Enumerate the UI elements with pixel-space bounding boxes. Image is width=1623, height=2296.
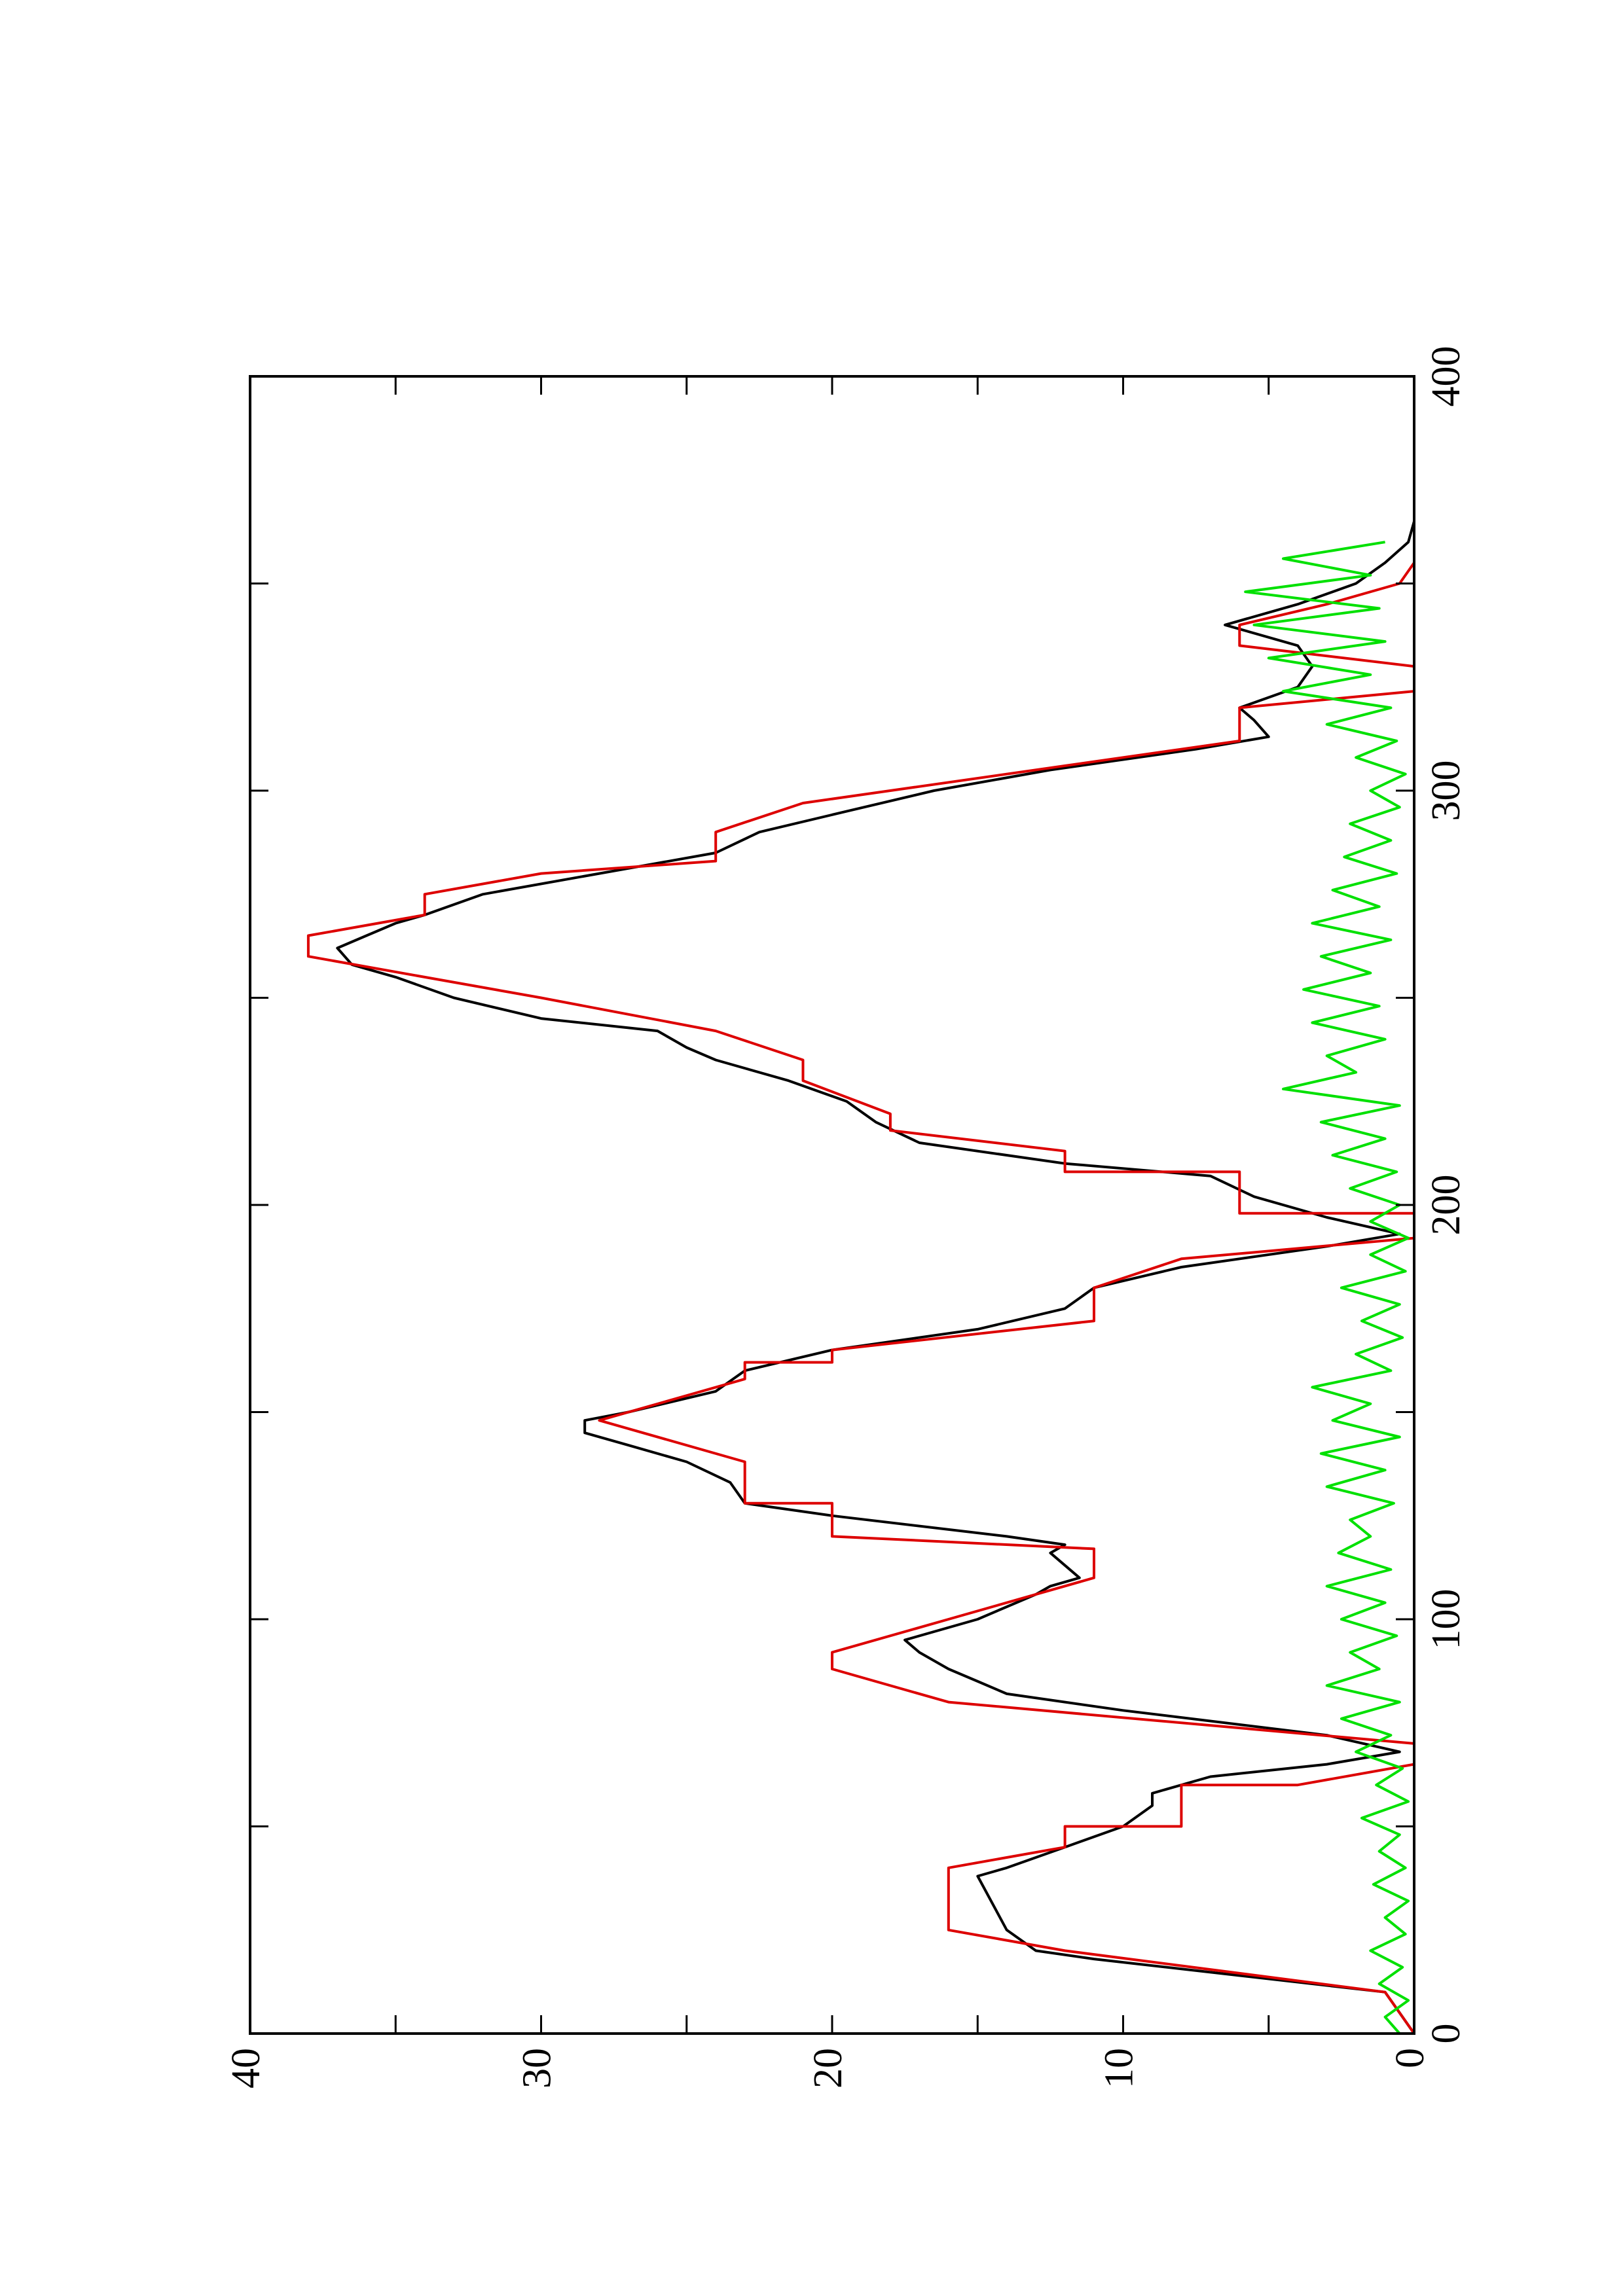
y-tick-label: 30 (515, 2048, 560, 2089)
series-line-2 (306, 562, 1415, 2035)
axis-ticks (249, 375, 1415, 2035)
x-tick-label: 300 (1424, 761, 1468, 821)
plot-marks (306, 521, 1415, 2035)
x-tick-label: 0 (1424, 2024, 1468, 2044)
x-tick-label: 100 (1424, 1589, 1468, 1650)
y-tick-label: 40 (224, 2048, 268, 2089)
y-tick-label: 0 (1388, 2048, 1432, 2068)
x-tick-label: 200 (1424, 1175, 1468, 1236)
tick-labels: 0 100 200 300 400 0 10 20 30 40 (224, 346, 1468, 2089)
x-tick-label: 400 (1424, 346, 1468, 407)
series-line-1 (336, 521, 1415, 2035)
series-line-3 (1244, 541, 1410, 2035)
y-tick-label: 10 (1097, 2048, 1142, 2089)
y-tick-label: 20 (806, 2048, 850, 2089)
